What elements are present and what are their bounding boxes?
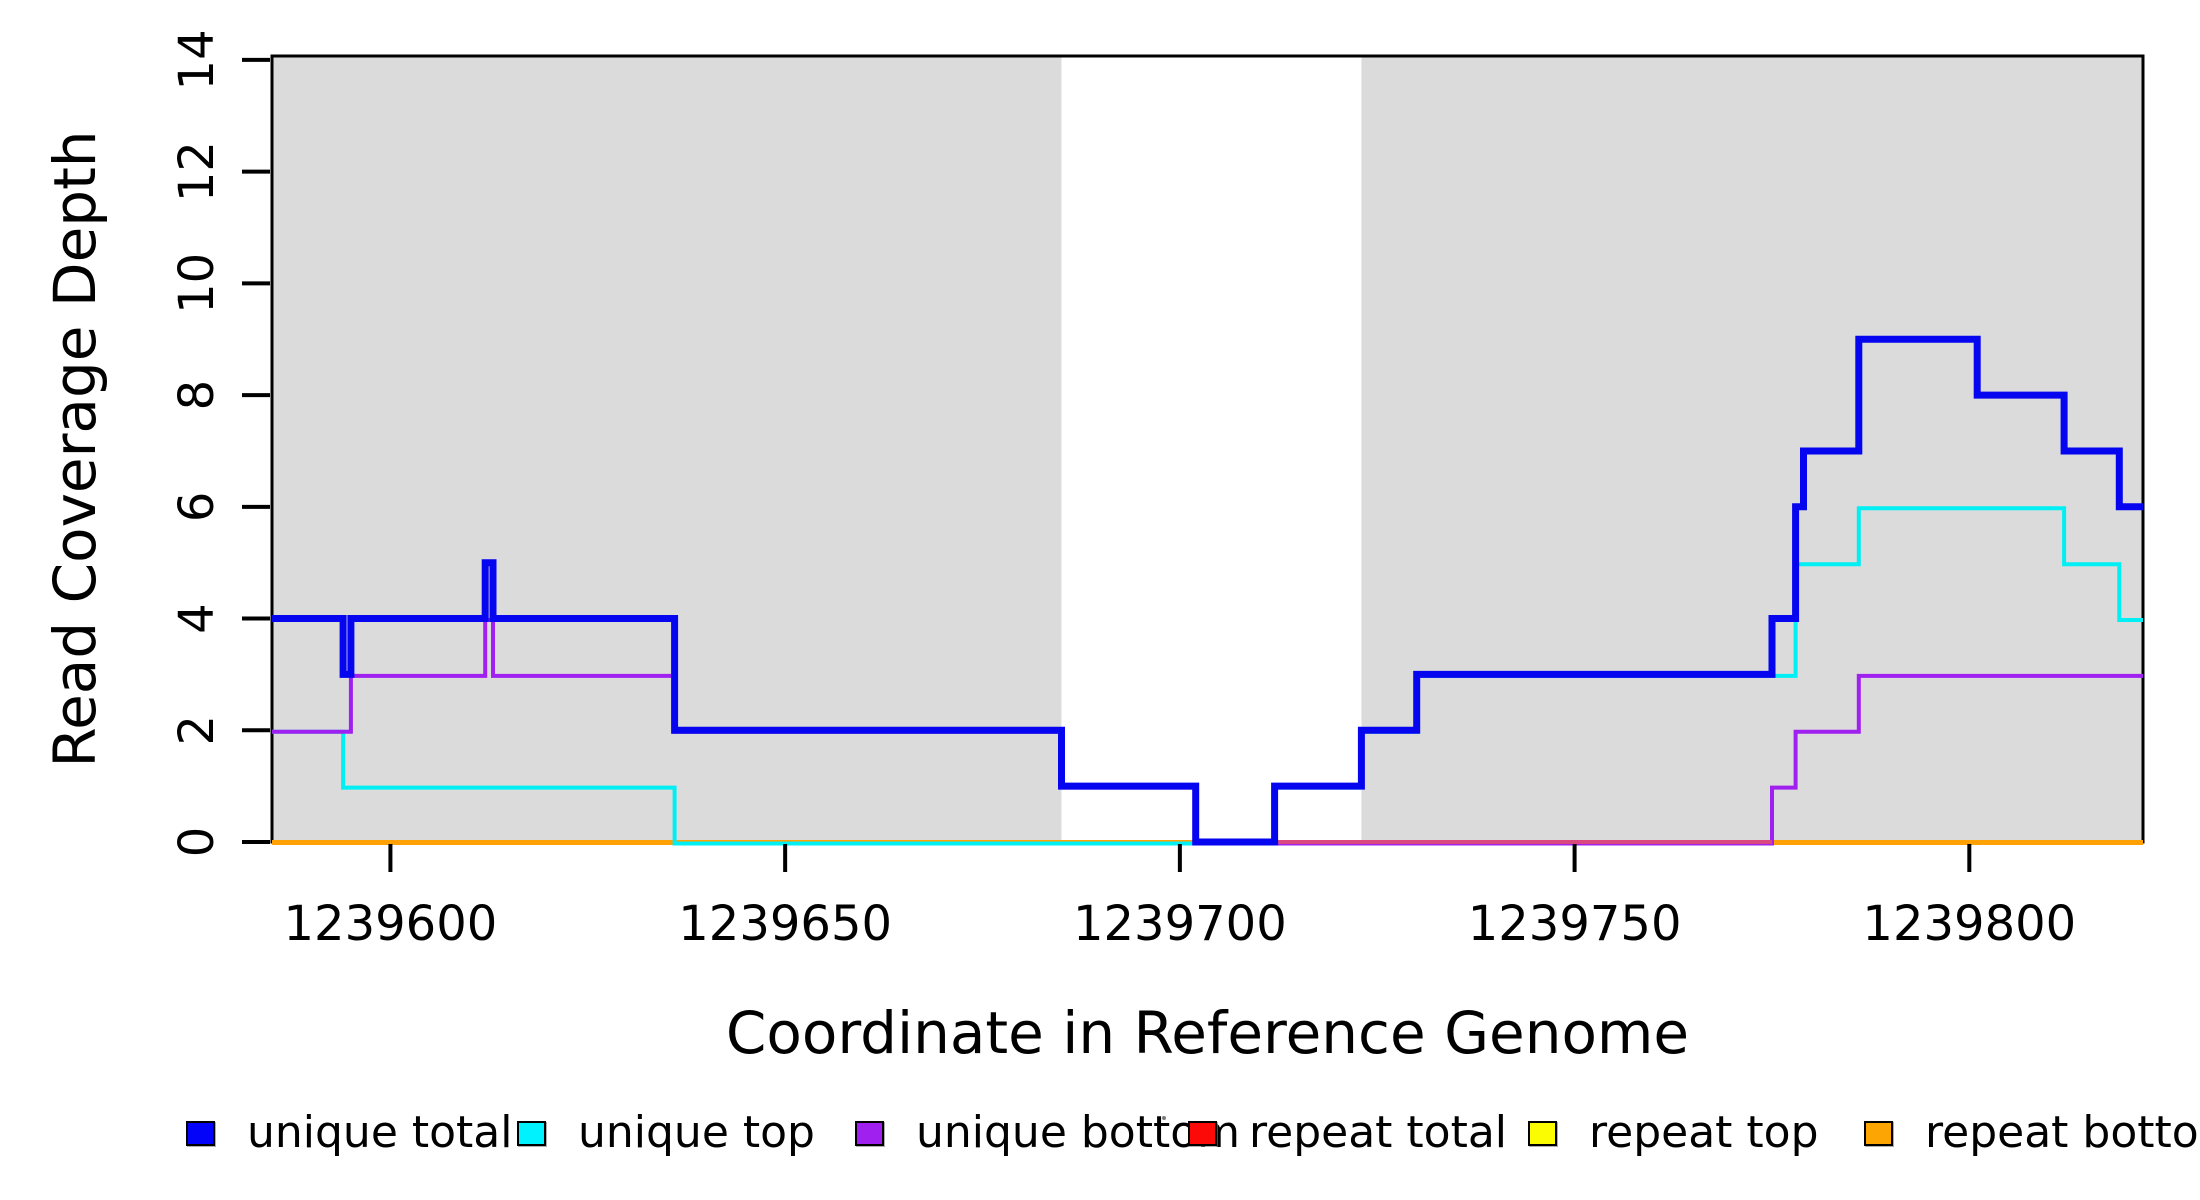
- x-axis-title: Coordinate in Reference Genome: [726, 999, 1689, 1067]
- y-tick-label: 4: [169, 603, 225, 634]
- y-tick-label: 14: [169, 29, 225, 90]
- y-tick-label: 0: [169, 827, 225, 858]
- repeat-region-right: [1361, 57, 2143, 842]
- y-axis-title: Read Coverage Depth: [41, 130, 109, 767]
- x-tick-label: 1239700: [1073, 896, 1287, 952]
- y-tick-label: 8: [169, 380, 225, 411]
- y-tick-label: 2: [169, 715, 225, 746]
- y-tick-label: 10: [169, 253, 225, 314]
- y-tick-label: 6: [169, 492, 225, 523]
- x-tick-label: 1239650: [678, 896, 892, 952]
- repeat-region-left: [272, 57, 1062, 842]
- y-tick-label: 12: [169, 141, 225, 202]
- series-line-unique-total: [272, 335, 2143, 846]
- x-tick-label: 1239600: [284, 896, 498, 952]
- x-tick-label: 1239800: [1862, 896, 2076, 952]
- x-tick-label: 1239750: [1468, 896, 1682, 952]
